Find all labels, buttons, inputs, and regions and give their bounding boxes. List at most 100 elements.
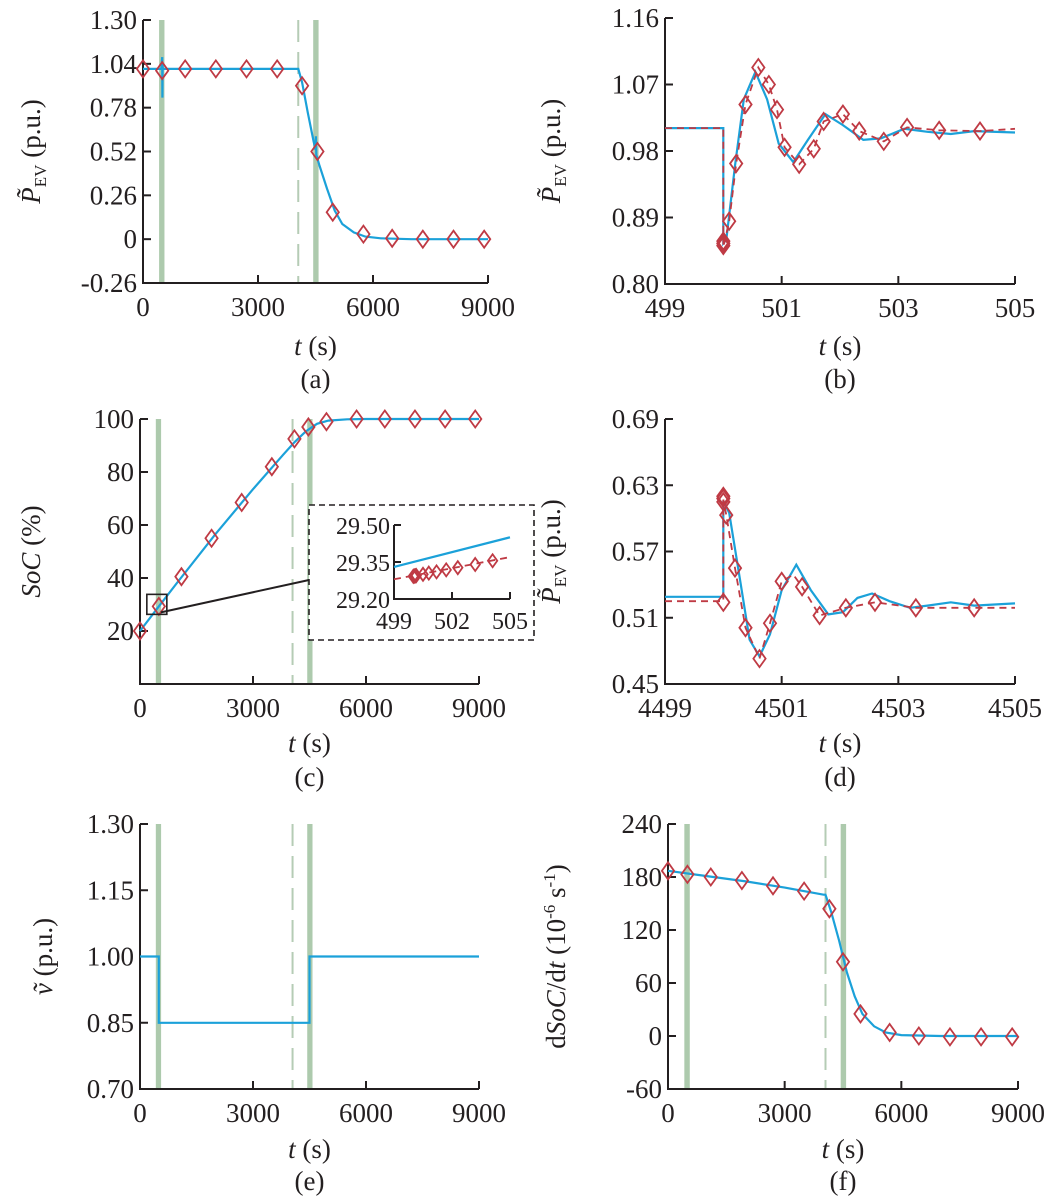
y-tick-label: 40 — [107, 563, 134, 593]
reference-marker — [765, 875, 781, 896]
reference-marker — [310, 141, 325, 162]
reference-marker — [135, 58, 151, 79]
y-tick-label: 0 — [649, 1021, 663, 1051]
x-tick-label: 3000 — [231, 292, 285, 322]
inset-y-tick-label: 29.20 — [336, 588, 390, 614]
x-tick-label: 6000 — [346, 292, 400, 322]
reference-marker — [876, 131, 891, 152]
y-tick-label: 0.57 — [612, 537, 659, 567]
y-tick-label: 180 — [622, 862, 663, 892]
reference-marker — [816, 111, 831, 132]
x-axis-label: t (s) — [819, 331, 862, 361]
reference-marker — [835, 951, 851, 972]
reference-marker — [942, 1026, 958, 1047]
reference-marker — [812, 605, 827, 626]
reference-marker — [751, 57, 766, 78]
x-tick-label: 3000 — [758, 1098, 812, 1128]
x-tick-label: 9000 — [991, 1098, 1045, 1128]
y-axis-label: P̃EV (p.u.) — [16, 99, 50, 204]
x-tick-label: 3000 — [226, 693, 280, 723]
reference-marker — [407, 408, 423, 430]
y-tick-label: -60 — [626, 1074, 662, 1104]
reference-marker — [716, 231, 731, 252]
x-tick-label: 4503 — [871, 693, 925, 723]
reference-marker — [703, 866, 719, 888]
reference-marker — [680, 864, 695, 885]
y-tick-label: 60 — [107, 510, 134, 540]
inset-reference-marker — [440, 561, 452, 578]
y-tick-label: 1.04 — [90, 49, 138, 79]
x-tick-label: 9000 — [461, 292, 515, 322]
panel-caption: (f) — [830, 1166, 857, 1196]
x-tick-label: 4505 — [988, 693, 1042, 723]
x-axis-label: t (s) — [288, 728, 331, 758]
reference-marker — [468, 408, 483, 430]
reference-marker — [204, 528, 219, 549]
reference-marker — [174, 566, 189, 587]
x-tick-label: 4499 — [638, 693, 692, 723]
inset-reference-marker — [452, 559, 464, 576]
reference-marker — [777, 137, 792, 158]
x-tick-label: 6000 — [339, 1098, 393, 1128]
y-tick-label: 0.63 — [612, 470, 659, 500]
reference-marker — [377, 408, 393, 430]
reference-marker — [794, 576, 810, 597]
y-tick-label: 0.69 — [612, 404, 659, 434]
y-tick-label: -0.26 — [81, 268, 137, 298]
inset-box — [308, 504, 535, 641]
reference-marker — [208, 58, 224, 79]
reference-marker — [899, 117, 915, 138]
y-tick-label: 60 — [635, 968, 662, 998]
reference-marker — [716, 488, 731, 509]
inset-reference-marker — [486, 552, 499, 569]
chart-panel-c: 20 40 60 80 100 0 3000 6000 9000 t (s) SoC (%) (c) 2… — [16, 404, 535, 792]
inset-x-tick-label: 502 — [434, 609, 470, 635]
chart-panel-e: 0.70 0.85 1.00 1.15 1.30 0 3000 6000 9000 t (s) ṽ … — [28, 809, 506, 1196]
reference-line — [665, 499, 1015, 662]
reference-marker — [287, 428, 302, 449]
reference-marker — [476, 229, 492, 250]
y-tick-label: 0.52 — [90, 137, 137, 167]
reference-marker — [728, 153, 744, 174]
reference-marker — [415, 229, 431, 250]
y-axis-label: P̃EV (p.u.) — [536, 499, 570, 604]
reference-marker — [301, 416, 316, 437]
panel-caption: (c) — [295, 762, 325, 792]
reference-marker — [132, 620, 148, 642]
inset-chart: 29.20 29.35 29.50 499 502 505 — [336, 514, 528, 635]
reference-marker — [908, 597, 924, 618]
panel-caption: (a) — [301, 364, 331, 394]
reference-marker — [761, 74, 777, 95]
x-tick-label: 505 — [995, 293, 1036, 323]
y-tick-label: 0.70 — [87, 1074, 134, 1104]
reference-marker — [319, 411, 334, 432]
panel-caption: (e) — [295, 1166, 325, 1196]
y-tick-label: 0.78 — [90, 93, 137, 123]
simulation-line — [667, 869, 1018, 1038]
reference-marker — [835, 104, 851, 125]
reference-marker — [716, 486, 731, 507]
reference-marker — [973, 1026, 989, 1047]
reference-marker — [716, 233, 731, 254]
y-tick-label: 0 — [124, 224, 138, 254]
reference-marker — [1004, 1026, 1020, 1047]
y-axis-label: P̃EV (p.u.) — [536, 99, 570, 204]
reference-marker — [294, 75, 310, 96]
reference-marker — [727, 558, 743, 579]
y-tick-label: 0.98 — [612, 136, 659, 166]
reference-line — [665, 65, 1016, 248]
panel-caption: (d) — [824, 762, 855, 792]
inset-x-tick-label: 499 — [376, 609, 412, 635]
x-tick-label: 9000 — [452, 693, 506, 723]
inset-reference-line — [393, 556, 511, 581]
simulation-line — [665, 69, 1016, 247]
x-tick-label: 499 — [645, 293, 686, 323]
reference-marker — [437, 408, 453, 430]
panel-caption: (b) — [824, 364, 855, 394]
reference-marker — [356, 224, 371, 245]
reference-marker — [719, 505, 734, 526]
y-tick-label: 0.26 — [90, 180, 137, 210]
y-tick-label: 0.85 — [87, 1008, 134, 1038]
zoom-region-box — [146, 593, 168, 616]
y-tick-label: 240 — [622, 809, 663, 839]
